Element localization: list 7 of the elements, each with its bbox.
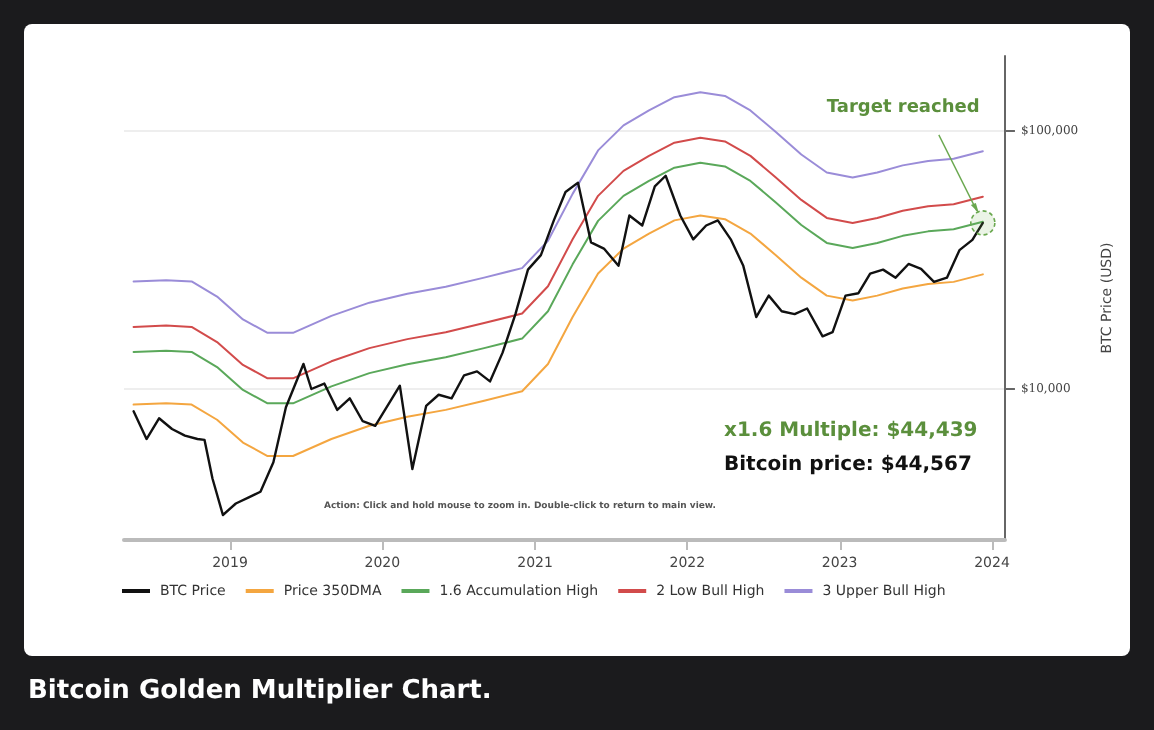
annotation: x1.6 Multiple: $44,439 — [724, 420, 978, 442]
text: Bitcoin Golden Multiplier Chart. — [28, 676, 492, 706]
annotation: Target reached — [826, 98, 980, 119]
line-series — [132, 91, 984, 334]
annotation: Bitcoin price: $44,567 — [724, 454, 972, 476]
line-series — [132, 214, 984, 458]
line-series — [132, 136, 984, 380]
